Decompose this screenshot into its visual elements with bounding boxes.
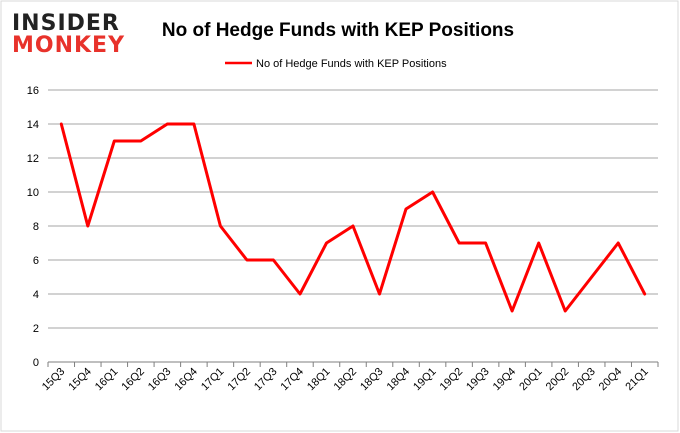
data-point (192, 122, 196, 126)
data-point (563, 309, 567, 313)
series-layer (59, 122, 647, 313)
y-tick-label: 4 (33, 289, 39, 301)
data-point (272, 258, 275, 262)
insider-monkey-logo: INSIDER MONKEY (12, 11, 125, 58)
data-point (378, 292, 381, 296)
grid-layer (48, 89, 658, 329)
data-point (431, 190, 434, 194)
legend: No of Hedge Funds with KEP Positions (225, 58, 447, 70)
data-point (245, 258, 249, 262)
logo-line-1: INSIDER (12, 11, 120, 36)
data-point (60, 122, 63, 126)
data-point (219, 224, 222, 228)
y-tick-label: 10 (27, 187, 39, 199)
data-point (113, 139, 116, 143)
data-point (139, 139, 143, 143)
data-point (617, 241, 620, 245)
data-point (86, 224, 89, 228)
data-point (537, 241, 540, 245)
data-point (351, 224, 355, 228)
data-point (484, 241, 487, 245)
y-tick-label: 12 (27, 153, 39, 165)
data-point (457, 241, 461, 245)
data-point (643, 292, 646, 296)
legend-label: No of Hedge Funds with KEP Positions (256, 58, 447, 70)
y-tick-label: 16 (27, 85, 39, 97)
data-point (298, 292, 302, 296)
data-point (590, 275, 593, 279)
data-point (404, 207, 408, 211)
data-point (510, 309, 514, 313)
y-tick-label: 8 (33, 221, 39, 233)
y-tick-label: 2 (33, 323, 39, 335)
y-tick-label: 6 (33, 255, 39, 267)
data-point (166, 122, 169, 126)
y-tick-label: 14 (27, 119, 39, 131)
data-point (325, 241, 328, 245)
y-tick-label: 0 (33, 357, 39, 369)
chart-title: No of Hedge Funds with KEP Positions (162, 20, 514, 41)
logo-line-2: MONKEY (12, 33, 125, 58)
